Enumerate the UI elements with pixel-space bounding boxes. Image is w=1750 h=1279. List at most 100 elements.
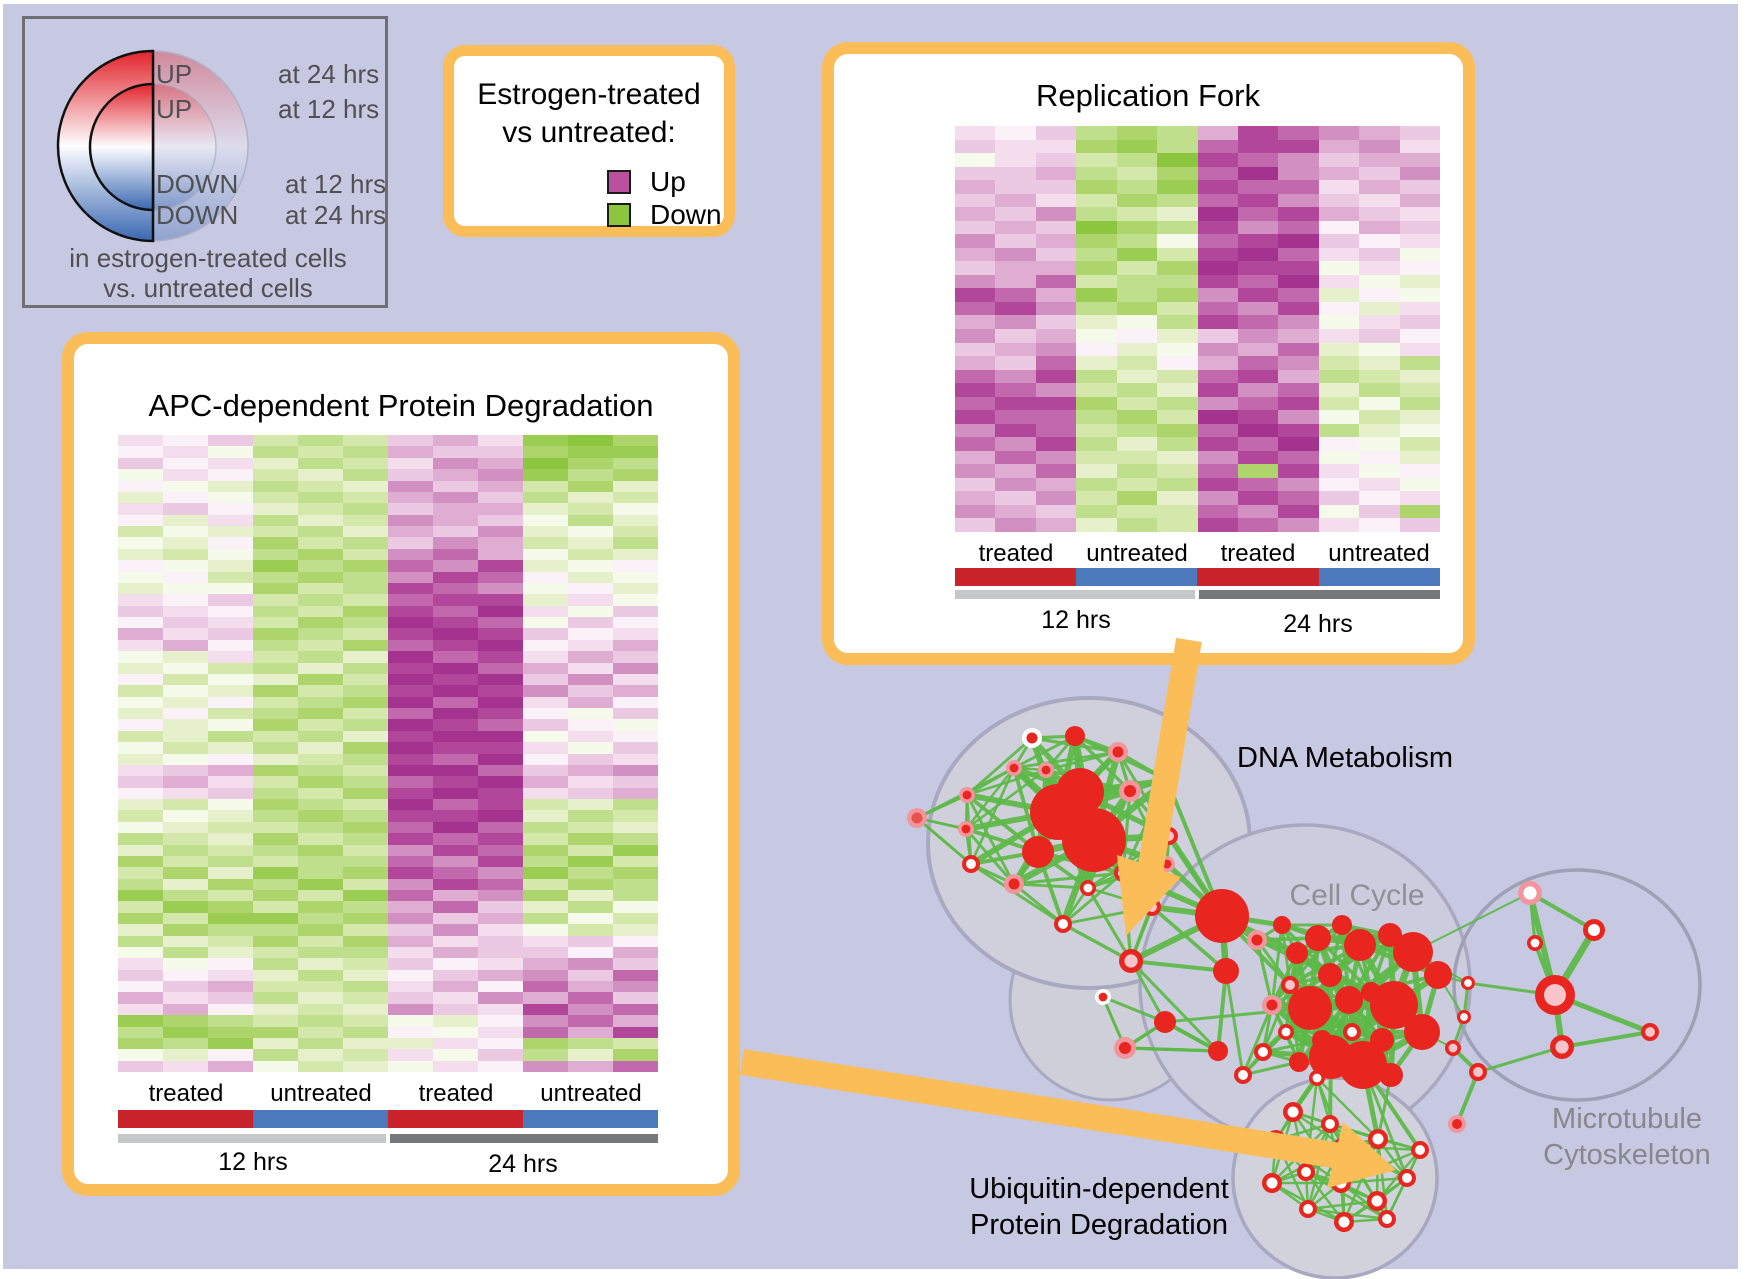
apc-treated-bar-12h [118, 1110, 253, 1128]
gene-node [1286, 942, 1308, 964]
gene-node [1195, 889, 1249, 943]
gene-node-core [1266, 999, 1278, 1011]
up-down-circle-legend: UP at 24 hrs UP at 12 hrs DOWN at 12 hrs… [22, 16, 388, 308]
repfork-group-label-2: untreated [1086, 540, 1188, 567]
gene-node-core [1372, 1133, 1384, 1145]
gene-node-core [1301, 1167, 1311, 1177]
gene-node [1404, 1014, 1440, 1050]
gene-node-core [1645, 1027, 1655, 1037]
gene-node-core [1123, 784, 1137, 798]
gene-node-core [1251, 934, 1263, 946]
gene-node [1154, 1011, 1176, 1033]
legend-up24-time: at 24 hrs [278, 59, 379, 89]
gene-node-core [1238, 1070, 1248, 1080]
concentric-circles-icon [56, 49, 249, 243]
gene-node [1339, 1041, 1387, 1089]
up-swatch-label: Up [650, 166, 686, 197]
cell-cycle-label: Cell Cycle [1289, 879, 1425, 912]
gene-node [1289, 1052, 1309, 1072]
gene-node-core [1303, 1204, 1313, 1214]
legend-down24-word: DOWN [156, 200, 238, 230]
apc-group-label-2: untreated [270, 1080, 372, 1107]
gene-node-core [1083, 883, 1093, 893]
gene-node-core [1473, 1067, 1483, 1077]
down-color-swatch [607, 203, 631, 227]
dna-metabolism-label: DNA Metabolism [1237, 742, 1453, 774]
repfork-treated-bar-24h [1197, 568, 1319, 586]
estrogen-color-legend: Estrogen-treated vs untreated: Up Down [443, 45, 735, 237]
legend-caption-line2: vs. untreated cells [103, 273, 313, 303]
cluster-circle-mt [1452, 868, 1702, 1102]
gene-node [1393, 932, 1433, 972]
apc-12hrs-label: 12 hrs [218, 1148, 288, 1176]
gene-node-core [1555, 1040, 1569, 1054]
legend-up12-word: UP [156, 94, 192, 124]
gene-node-core [1460, 1013, 1468, 1021]
legend-caption-line1: in estrogen-treated cells [69, 243, 346, 273]
repfork-untreated-bar-12h [1076, 568, 1197, 586]
apc-treated-bar-24h [388, 1110, 523, 1128]
gene-node-core [961, 824, 971, 834]
gene-node [1056, 768, 1104, 816]
gene-node-core [1009, 763, 1019, 773]
legend-down12-time: at 12 hrs [285, 169, 385, 199]
repfork-group-label-3: treated [1220, 540, 1296, 567]
apc-group-label-4: untreated [540, 1080, 642, 1107]
gene-node-core [1287, 1106, 1299, 1118]
gene-node-core [911, 812, 923, 824]
arrow-apc-to-ubiquitin [739, 1049, 1396, 1188]
network-nodes [907, 726, 1659, 1232]
microtubule-label-line2: Cytoskeleton [1543, 1139, 1711, 1171]
gene-node-core [1371, 1195, 1383, 1207]
repfork-24hrs-bar [1199, 590, 1440, 599]
repfork-12hrs-bar [955, 590, 1195, 599]
apc-group-label-3: treated [418, 1080, 494, 1107]
repfork-heatmap [955, 126, 1440, 532]
gene-node-core [1285, 980, 1295, 990]
gene-node-core [1382, 1214, 1392, 1224]
gene-node-core [1258, 1047, 1268, 1057]
gene-node-core [1312, 1073, 1322, 1083]
apc-untreated-bar-12h [253, 1110, 388, 1128]
gene-node [1065, 726, 1085, 746]
updown-circle-diagram: UP at 24 hrs UP at 12 hrs DOWN at 12 hrs… [56, 49, 385, 303]
gene-node-core [1523, 886, 1537, 900]
gene-node [1379, 1063, 1403, 1087]
gene-node [1424, 961, 1452, 989]
gene-node-core [1118, 1041, 1132, 1055]
legend-up24-word: UP [156, 59, 192, 89]
ubiquitin-label: Ubiquitin-dependent Protein Degradation [909, 1171, 1289, 1243]
gene-node-core [1041, 765, 1051, 775]
apc-group-label-1: treated [148, 1080, 224, 1107]
gene-node [1332, 915, 1352, 935]
gene-node-core [1124, 954, 1138, 968]
repfork-24hrs-label: 24 hrs [1283, 610, 1353, 638]
gene-node-core [1112, 746, 1124, 758]
gene-node-core [1098, 992, 1108, 1002]
up-color-swatch [607, 170, 631, 194]
apc-12hrs-bar [118, 1134, 386, 1143]
repfork-treated-bar-12h [955, 568, 1076, 586]
apc-untreated-bar-24h [523, 1110, 658, 1128]
apc-heatmap [118, 435, 658, 1072]
estrogen-legend-title-line2: vs untreated: [502, 116, 676, 149]
gene-node-core [1026, 732, 1038, 744]
repfork-untreated-bar-24h [1319, 568, 1440, 586]
repfork-group-label-1: treated [978, 540, 1054, 567]
apc-panel-title: APC-dependent Protein Degradation [148, 388, 654, 423]
gene-node-core [1587, 923, 1601, 937]
legend-down24-time: at 24 hrs [285, 200, 385, 230]
legend-down12-word: DOWN [156, 169, 238, 199]
gene-node-core [1325, 1119, 1335, 1129]
gene-node [1062, 808, 1126, 872]
gene-node-core [1448, 1043, 1458, 1053]
repfork-12hrs-label: 12 hrs [1041, 606, 1111, 634]
repfork-group-label-4: untreated [1328, 540, 1430, 567]
gene-node [1344, 929, 1376, 961]
gene-node [1288, 986, 1332, 1030]
apc-24hrs-bar [390, 1134, 658, 1143]
gene-node [1273, 916, 1291, 934]
ubiquitin-label-line2: Protein Degradation [970, 1209, 1228, 1241]
